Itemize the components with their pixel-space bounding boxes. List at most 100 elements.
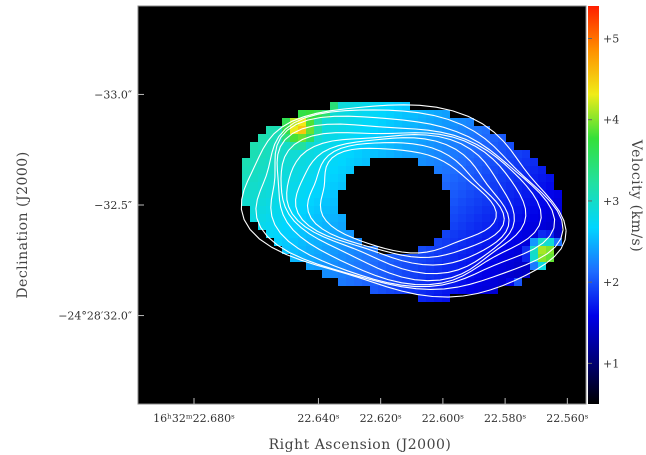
heatmap-cell [554,230,562,238]
x-tick-label: 22.640ˢ [297,412,339,425]
heatmap-cell [282,190,290,198]
heatmap-cell [458,126,466,134]
heatmap-cell [258,198,266,206]
heatmap-cell [482,126,490,134]
heatmap-cell [282,238,290,246]
heatmap-cell [434,126,442,134]
heatmap-cell [402,278,410,286]
heatmap-cell [538,166,546,174]
heatmap-cell [274,190,282,198]
heatmap-cell [458,174,466,182]
heatmap-cell [522,222,530,230]
heatmap-cell [506,262,514,270]
heatmap-cell [490,134,498,142]
heatmap-cell [426,110,434,118]
heatmap-cell [330,222,338,230]
heatmap-cell [290,182,298,190]
heatmap-cell [354,126,362,134]
heatmap-cell [458,230,466,238]
heatmap-cell [362,262,370,270]
heatmap-cell [426,158,434,166]
contour-line [280,132,527,282]
heatmap-cell [418,246,426,254]
heatmap-cell [322,150,330,158]
heatmap-cell [474,158,482,166]
heatmap-cell [322,198,330,206]
heatmap-cell [410,142,418,150]
heatmap-cell [298,142,306,150]
heatmap-cell [410,254,418,262]
heatmap-cell [250,174,258,182]
heatmap-cell [330,134,338,142]
heatmap-cell [450,230,458,238]
heatmap-cell [402,270,410,278]
heatmap-cell [250,182,258,190]
heatmap-cell [530,190,538,198]
heatmap-cell [434,158,442,166]
heatmap-cell [482,262,490,270]
heatmap-cell [322,190,330,198]
heatmap-cell [290,150,298,158]
heatmap-cell [274,214,282,222]
heatmap-cell [354,134,362,142]
heatmap-cell [466,206,474,214]
heatmap-cell [306,150,314,158]
heatmap-cell [250,166,258,174]
heatmap-cell [330,150,338,158]
heatmap-cell [474,198,482,206]
heatmap-cell [330,174,338,182]
colorbar-tick-label: +5 [603,32,619,45]
heatmap-cell [394,150,402,158]
heatmap-cell [298,182,306,190]
heatmap-cell [554,198,562,206]
heatmap-cell [410,150,418,158]
heatmap-cell [298,206,306,214]
heatmap-cell [450,182,458,190]
heatmap-cell [266,166,274,174]
heatmap-cell [338,238,346,246]
heatmap-cell [330,118,338,126]
heatmap-cell [426,286,434,294]
heatmap-cell [322,142,330,150]
heatmap-cell [522,158,530,166]
heatmap-cell [250,198,258,206]
heatmap-cell [258,166,266,174]
heatmap-cell [322,254,330,262]
heatmap-cell [458,278,466,286]
heatmap-cell [330,198,338,206]
heatmap-cell [418,294,426,302]
heatmap-cell [378,126,386,134]
contour-line [319,147,497,254]
heatmap-cell [458,190,466,198]
heatmap-cell [330,190,338,198]
heatmap-cell [370,126,378,134]
heatmap-cell [506,158,514,166]
heatmap-cell [530,222,538,230]
heatmap-cell [514,278,522,286]
heatmap-cell [330,238,338,246]
heatmap-cell [266,150,274,158]
heatmap-cell [490,270,498,278]
x-axis-label: Right Ascension (J2000) [269,437,452,453]
heatmap-cell [290,158,298,166]
heatmap-cell [434,262,442,270]
heatmap-cell [282,198,290,206]
heatmap-cell [394,270,402,278]
heatmap-cell [490,174,498,182]
heatmap-cell [338,246,346,254]
heatmap-cell [546,214,554,222]
heatmap-cell [530,174,538,182]
heatmap-cell [338,182,346,190]
heatmap-cell [514,254,522,262]
heatmap-cell [330,110,338,118]
heatmap-cell [330,166,338,174]
heatmap-cell [306,206,314,214]
heatmap-cell [378,286,386,294]
heatmap-cell [370,270,378,278]
y-axis-ticks: −24°28′32.0″ −32.5″ −33.0″ [58,88,144,323]
heatmap-cell [258,190,266,198]
heatmap-cell [426,254,434,262]
heatmap-cell [538,238,546,246]
heatmap-cell [522,246,530,254]
heatmap-cell [274,222,282,230]
